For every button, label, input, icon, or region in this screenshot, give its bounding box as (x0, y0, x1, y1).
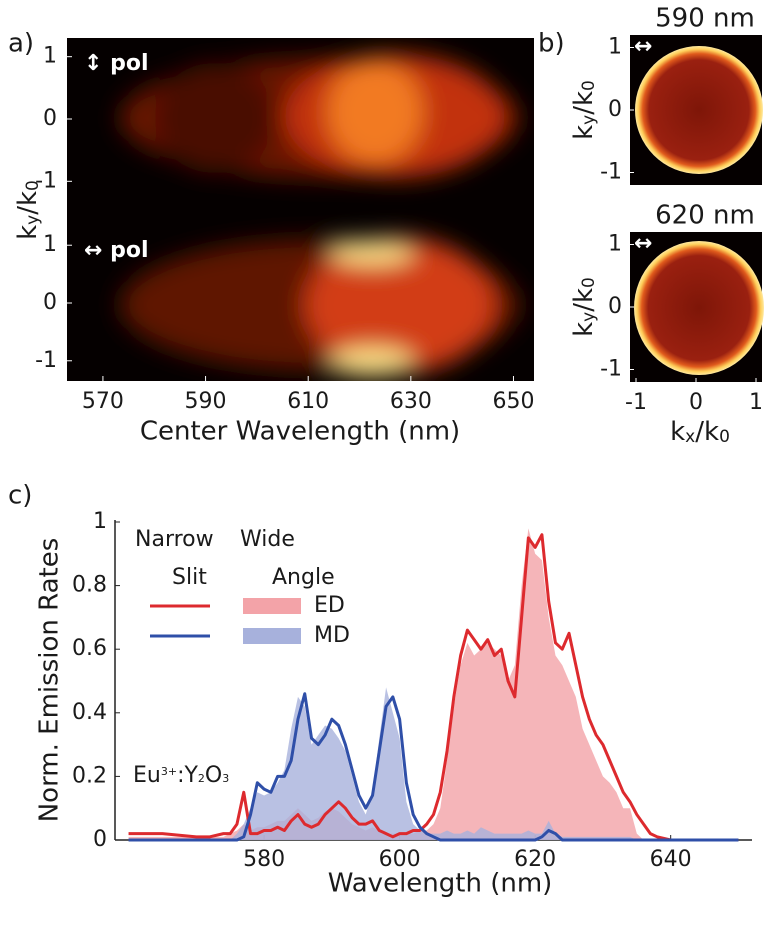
annotation: ↔ pol (84, 238, 149, 263)
text-segment: 0 (579, 277, 599, 288)
text-segment: O (205, 763, 222, 788)
x-tick-label: 600 (379, 847, 421, 872)
text-segment: k (569, 322, 599, 337)
y-tick-label: 1 (43, 232, 57, 257)
text-segment: 3+ (161, 765, 177, 778)
y-tick-label: 0 (608, 97, 622, 122)
panel-label: a) (8, 29, 34, 59)
y-tick-label: 1 (93, 509, 107, 534)
x-tick-label: 570 (82, 389, 124, 414)
y-tick-label: 0 (43, 290, 57, 315)
y-tick-label: 0.6 (72, 636, 107, 661)
y-tick-label: 0 (43, 106, 57, 131)
y-tick-label: 1 (608, 232, 622, 257)
annotation: ↔ (634, 231, 652, 256)
text-segment: x (685, 427, 695, 447)
x-tick-label: 630 (390, 389, 432, 414)
legend-header: Narrow (135, 527, 214, 552)
y-tick-label: 0 (608, 294, 622, 319)
legend-header: Wide (240, 527, 295, 552)
legend-header: Slit (172, 565, 207, 590)
y-axis-label: ky/k0 (569, 277, 600, 337)
text-segment: y (23, 215, 43, 225)
text-segment: /k (13, 191, 43, 215)
subplot-title: 590 nm (655, 4, 755, 34)
legend-label: ED (314, 593, 345, 618)
x-tick-label: 580 (243, 847, 285, 872)
panel-label: c) (8, 481, 32, 511)
subplot-title: 620 nm (655, 201, 755, 231)
y-tick-label: 0.4 (72, 700, 107, 725)
y-axis-label: Norm. Emission Rates (35, 538, 65, 823)
text-segment: /k (695, 417, 719, 447)
legend-header: Angle (272, 565, 335, 590)
annotation: ↕ pol (84, 51, 149, 76)
annotation: ↔ (634, 34, 652, 59)
text-segment: 0 (719, 427, 730, 447)
x-axis-label: Wavelength (nm) (328, 869, 553, 899)
wide-angle-area (128, 687, 739, 840)
y-tick-label: 0.8 (72, 573, 107, 598)
y-tick-label: 0.2 (72, 763, 107, 788)
text-segment: 3 (222, 772, 229, 785)
text-segment: /k (569, 288, 599, 312)
text-segment: 2 (198, 772, 205, 785)
x-tick-label: 640 (650, 847, 692, 872)
text-segment: y (579, 115, 599, 125)
y-tick-label: -1 (35, 168, 57, 193)
y-tick-label: -1 (35, 348, 57, 373)
x-tick-label: 650 (492, 389, 534, 414)
text-segment: /k (569, 91, 599, 115)
x-tick-label: 590 (185, 389, 227, 414)
text-segment: k (670, 417, 685, 447)
x-axis-label: Center Wavelength (nm) (140, 417, 460, 447)
k-space-ring (635, 46, 763, 174)
x-tick-label: -1 (625, 390, 647, 415)
panel-label: b) (538, 29, 565, 59)
x-tick-label: 1 (749, 390, 763, 415)
text-segment: 0 (579, 80, 599, 91)
x-tick-label: 620 (514, 847, 556, 872)
text-segment: :Y (177, 763, 198, 788)
y-tick-label: -1 (600, 357, 622, 382)
text-segment: k (13, 225, 43, 240)
narrow-slit-line (128, 533, 739, 842)
k-space-ring (634, 241, 764, 375)
legend-swatch (243, 598, 301, 614)
y-tick-label: -1 (600, 160, 622, 185)
y-tick-label: 0 (93, 827, 107, 852)
heatmap (67, 38, 534, 381)
x-axis-label: kx/k0 (670, 417, 730, 448)
y-axis-label: ky/k0 (569, 80, 600, 140)
x-tick-label: 0 (689, 390, 703, 415)
text-segment: 0 (23, 180, 43, 191)
wide-angle-area (128, 528, 739, 840)
text-segment: k (569, 125, 599, 140)
narrow-slit-line (128, 692, 739, 842)
x-tick-label: 610 (287, 389, 329, 414)
y-axis-label: ky/k0 (13, 180, 44, 240)
annotation: Eu3+:Y2O3 (133, 763, 229, 788)
legend-label: MD (314, 623, 350, 648)
text-segment: y (579, 312, 599, 322)
legend-swatch (243, 628, 301, 644)
y-tick-label: 1 (608, 35, 622, 60)
y-tick-label: 1 (43, 44, 57, 69)
text-segment: Eu (133, 763, 161, 788)
